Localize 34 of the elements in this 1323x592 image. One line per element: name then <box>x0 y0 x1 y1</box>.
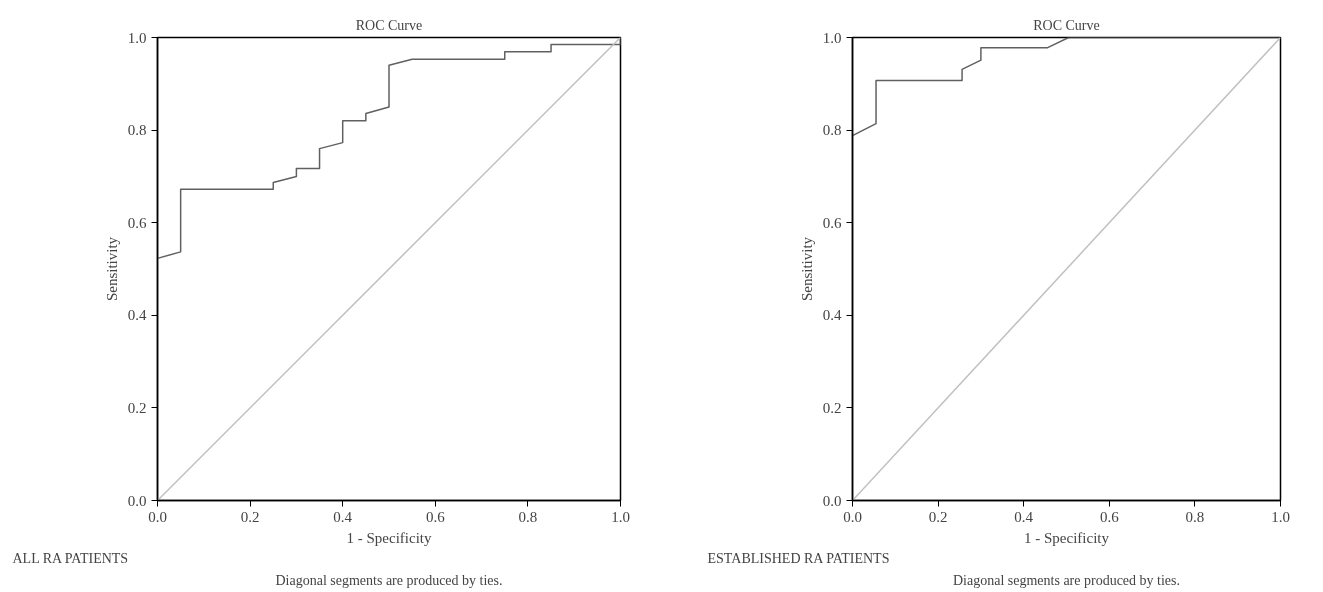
y-tick-label: 0.8 <box>822 122 842 139</box>
x-axis-title: 1 - Specificity <box>346 529 432 546</box>
text: ESTABLISHED RA PATIENTS <box>707 550 890 566</box>
chart-title: ROC Curve <box>1033 17 1100 33</box>
x-axis-title: 1 - Specificity <box>1024 529 1110 546</box>
x-tick-label: 0.2 <box>240 508 260 525</box>
x-tick-label: 0.4 <box>333 508 353 525</box>
x-tick-label: 0.4 <box>1014 508 1034 525</box>
text: Diagonal segments are produced by ties. <box>275 572 503 588</box>
y-tick-label: 0.4 <box>822 307 842 324</box>
y-tick-label: 0.2 <box>127 399 147 416</box>
x-tick-label: 0.2 <box>928 508 948 525</box>
x-tick-label: 0.0 <box>843 508 862 525</box>
x-tick-label: 0.6 <box>425 508 446 525</box>
text: Diagonal segments are produced by ties. <box>952 572 1181 588</box>
x-tick-label: 0.8 <box>518 508 538 525</box>
y-tick-label: 0.6 <box>822 214 842 231</box>
x-tick-label: 0.8 <box>1185 508 1205 525</box>
y-tick-label: 0.8 <box>127 122 147 139</box>
y-tick-label: 0.4 <box>127 307 147 324</box>
x-tick-label: 1.0 <box>1271 508 1290 525</box>
y-tick-label: 1.0 <box>127 29 147 46</box>
chart-title: ROC Curve <box>355 17 423 33</box>
y-tick-label: 0.2 <box>822 399 842 416</box>
y-axis-title: Sensitivity <box>103 236 120 302</box>
y-tick-label: 0.0 <box>127 492 147 509</box>
x-tick-label: 1.0 <box>611 508 630 525</box>
y-tick-label: 0.6 <box>127 214 147 231</box>
text: ALL RA PATIENTS <box>12 550 129 566</box>
y-tick-label: 1.0 <box>822 29 842 46</box>
y-axis-title: Sensitivity <box>798 236 815 302</box>
x-tick-label: 0.6 <box>1099 508 1120 525</box>
y-tick-label: 0.0 <box>822 492 842 509</box>
x-tick-label: 0.0 <box>148 508 167 525</box>
